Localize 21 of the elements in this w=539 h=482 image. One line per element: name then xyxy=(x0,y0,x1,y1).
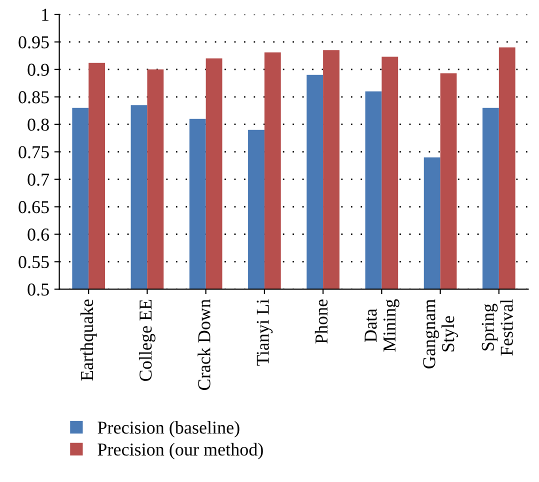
x-tick-label: Tianyi Li xyxy=(256,299,273,366)
y-tick-label: 0.55 xyxy=(18,256,49,268)
x-tick-label: Phone xyxy=(314,300,328,344)
y-tick-label: 0.6 xyxy=(28,228,50,241)
y-tick-label: 0.75 xyxy=(18,146,49,158)
x-tick-label: Spring Festival xyxy=(482,299,513,356)
y-tick-label: 0.85 xyxy=(18,91,49,104)
y-tick-label: 0.95 xyxy=(18,36,49,48)
x-tick-label: Gangnam Style xyxy=(423,299,458,368)
y-tick-label: 1 xyxy=(42,8,48,21)
x-tick-label: Earthquake xyxy=(80,300,97,381)
y-tick-label: 0.7 xyxy=(28,174,50,186)
x-tick-label: Crack Down xyxy=(198,299,210,390)
x-tick-label: Data Mining xyxy=(364,299,400,352)
y-tick-label: 0.9 xyxy=(28,64,49,76)
y-tick-label: 0.8 xyxy=(28,118,49,131)
y-tick-label: 0.5 xyxy=(28,283,49,296)
legend-label: Precision (our method) xyxy=(98,442,263,460)
x-tick-label: College EE xyxy=(139,300,156,381)
y-tick-label: 0.65 xyxy=(18,201,49,214)
legend-label: Precision (baseline) xyxy=(98,421,240,438)
